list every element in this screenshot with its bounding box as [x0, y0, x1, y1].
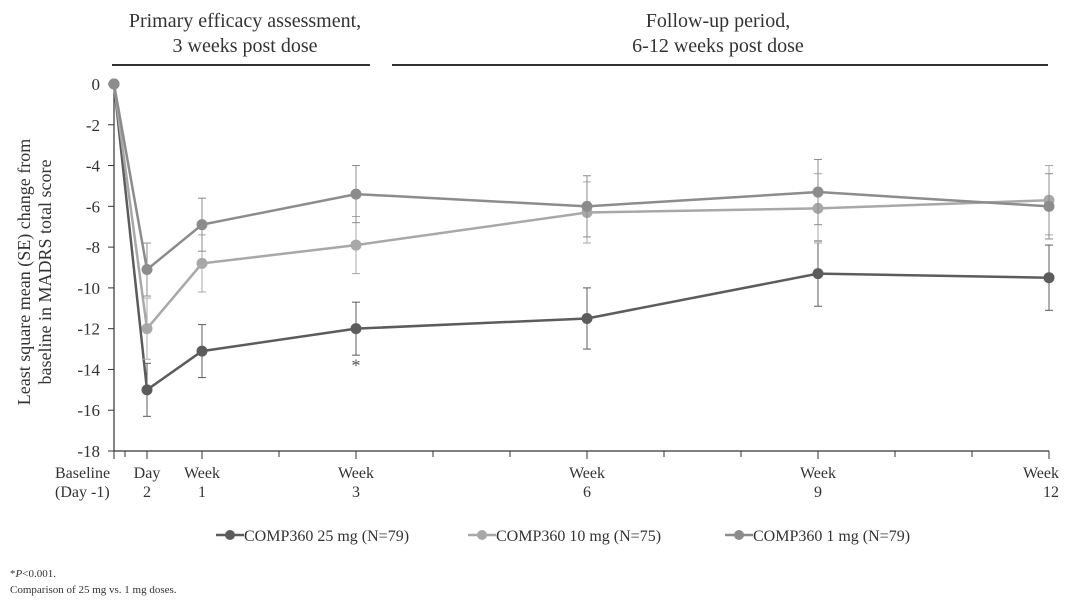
series-line: [112, 83, 1050, 272]
x-tick-label-line1: Week: [1023, 465, 1059, 482]
series-line: [112, 83, 1050, 393]
x-tick-label-line2: 3: [352, 484, 360, 501]
data-point: [1043, 200, 1055, 212]
legend: COMP360 25 mg (N=79) COMP360 10 mg (N=75…: [216, 528, 910, 545]
y-tick-label: -2: [86, 116, 100, 135]
legend-label-25mg: COMP360 25 mg (N=79): [244, 528, 409, 545]
y-tick-label: -8: [86, 238, 100, 257]
x-tick-label-line1: Baseline: [55, 465, 110, 482]
legend-item-10mg: COMP360 10 mg (N=75): [468, 528, 661, 545]
data-point: [196, 219, 208, 231]
y-tick-label: 0: [92, 75, 101, 94]
x-tick-label-line1: Week: [800, 465, 836, 482]
x-tick-label-line1: Week: [569, 465, 605, 482]
x-tick-label-line2: 9: [814, 484, 822, 501]
legend-marker-25mg: [225, 530, 235, 540]
x-tick-label-line2: 1: [198, 484, 206, 501]
x-tick-label-line2: 12: [1043, 484, 1059, 501]
data-point: [141, 264, 153, 276]
data-point: [1043, 272, 1055, 284]
y-axis-title: Least square mean (SE) change from basel…: [14, 139, 55, 405]
footnote-threshold: <0.001.: [22, 568, 56, 580]
legend-label-10mg: COMP360 10 mg (N=75): [496, 528, 661, 545]
data-point: [350, 323, 362, 335]
x-tick-label-line1: Week: [184, 465, 220, 482]
legend-marker-1mg: [734, 530, 744, 540]
data-point: [581, 312, 593, 324]
period-header: Primary efficacy assessment, 3 weeks pos…: [112, 10, 1048, 66]
data-point: [141, 384, 153, 396]
y-tick-label: -10: [77, 279, 100, 298]
comparison-footnote: Comparison of 25 mg vs. 1 mg doses.: [10, 584, 177, 596]
significance-footnote: *P<0.001.: [10, 568, 56, 580]
data-point: [108, 78, 120, 90]
footnote-p: P: [15, 568, 23, 580]
legend-item-25mg: COMP360 25 mg (N=79): [216, 528, 409, 545]
data-point: [196, 345, 208, 357]
legend-item-1mg: COMP360 1 mg (N=79): [725, 528, 910, 545]
x-tick-label-line1: Week: [338, 465, 374, 482]
y-axis-title-line2: baseline in MADRS total score: [35, 160, 55, 385]
x-tick-label-line2: 2: [143, 484, 151, 501]
x-tick-label-line2: 6: [583, 484, 591, 501]
data-point: [196, 257, 208, 269]
y-tick-label: -14: [77, 360, 100, 379]
legend-label-1mg: COMP360 1 mg (N=79): [753, 528, 910, 545]
y-tick-label: -12: [77, 320, 100, 339]
data-point: [581, 200, 593, 212]
data-point: [812, 186, 824, 198]
y-tick-label: -18: [77, 442, 100, 461]
data-point: [812, 268, 824, 280]
footnote-asterisk: *: [10, 568, 16, 580]
followup-period-subtitle: 6-12 weeks post dose: [632, 35, 804, 57]
data-point: [350, 239, 362, 251]
x-tick-label-line1: Day: [134, 465, 161, 482]
primary-period-subtitle: 3 weeks post dose: [173, 35, 318, 57]
data-point: [141, 323, 153, 335]
legend-marker-10mg: [477, 530, 487, 540]
y-tick-label: -4: [86, 157, 101, 176]
primary-period-title: Primary efficacy assessment,: [129, 10, 361, 32]
data-point: [350, 188, 362, 200]
significance-annotation: *: [352, 355, 361, 375]
y-tick-label: -16: [77, 401, 100, 420]
x-tick-label-line2: (Day -1): [55, 484, 110, 501]
followup-period-title: Follow-up period,: [646, 10, 790, 32]
y-axis-title-line1: Least square mean (SE) change from: [14, 139, 35, 405]
plot-area: 0 -2 -4 -6 -8 -10 -12 -14 -16 -18 Baseline (Day -1)…: [55, 75, 1059, 501]
y-tick-label: -6: [86, 197, 100, 216]
